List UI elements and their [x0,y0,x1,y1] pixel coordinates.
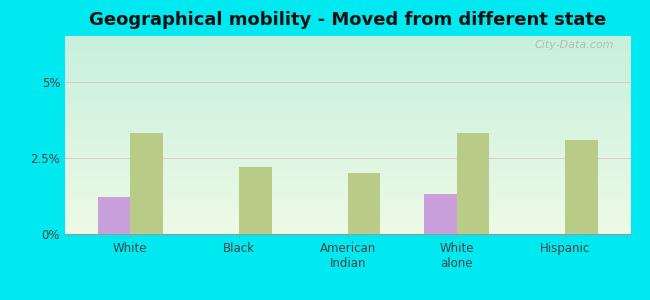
Bar [424,194,456,234]
Bar [566,140,598,234]
Title: Geographical mobility - Moved from different state: Geographical mobility - Moved from diffe… [89,11,606,29]
Bar [98,197,130,234]
Bar [348,173,380,234]
Bar [239,167,272,234]
Bar [456,134,489,234]
Text: City-Data.com: City-Data.com [534,40,614,50]
Bar [130,134,163,234]
